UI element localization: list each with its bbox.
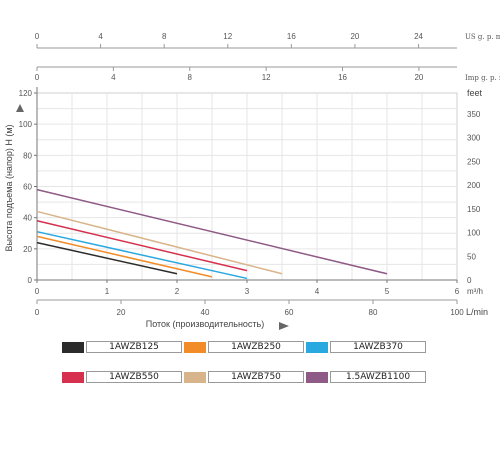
- series-line-1awzb370: [36, 230, 248, 280]
- lpm-tick-label: 20: [117, 308, 126, 317]
- feet-tick-label: 350: [467, 110, 481, 119]
- us-gpm-tick-label: 12: [223, 32, 232, 41]
- x-tick-label: 0: [35, 287, 40, 296]
- imp-gpm-tick-label: 8: [188, 73, 193, 82]
- y-tick-label: 100: [19, 120, 33, 129]
- legend-label: 1AWZB370: [330, 341, 426, 353]
- x-unit-label: m³/h: [467, 287, 483, 296]
- y-tick-label: 120: [19, 89, 33, 98]
- lpm-unit-label: L/min: [466, 307, 488, 317]
- legend-label: 1AWZB550: [86, 371, 182, 383]
- legend-swatch: [306, 342, 328, 353]
- series-line-1awzb750: [36, 210, 283, 275]
- imp-gpm-tick-label: 12: [262, 73, 271, 82]
- x-tick-label: 2: [175, 287, 180, 296]
- imp-gpm-tick-label: 4: [111, 73, 116, 82]
- lpm-tick-label: 40: [201, 308, 210, 317]
- legend-label: 1.5AWZB1100: [330, 371, 426, 383]
- y-tick-label: 0: [28, 276, 33, 285]
- feet-tick-label: 200: [467, 181, 481, 190]
- y-axis-label: Высота подъема (напор) H (м): [4, 124, 14, 251]
- us-gpm-tick-label: 0: [35, 32, 40, 41]
- legend-swatch: [62, 372, 84, 383]
- legend-label: 1AWZB750: [208, 371, 304, 383]
- us-gpm-tick-label: 8: [162, 32, 167, 41]
- y-tick-label: 40: [23, 214, 32, 223]
- imp-gpm-tick-label: 0: [35, 73, 40, 82]
- feet-tick-label: 50: [467, 252, 476, 261]
- y-axis-arrow: [16, 104, 24, 112]
- legend-swatch: [62, 342, 84, 353]
- x-tick-label: 4: [315, 287, 320, 296]
- feet-tick-label: 300: [467, 134, 481, 143]
- us-gpm-tick-label: 20: [350, 32, 359, 41]
- series-line-1awzb125: [36, 241, 178, 275]
- y-tick-label: 80: [23, 151, 32, 160]
- series-line-1.5awzb1100: [36, 188, 388, 275]
- feet-tick-label: 250: [467, 157, 481, 166]
- feet-tick-label: 100: [467, 229, 481, 238]
- us-gpm-tick-label: 16: [287, 32, 296, 41]
- y-tick-label: 60: [23, 183, 32, 192]
- legend-swatch: [306, 372, 328, 383]
- x-tick-label: 5: [385, 287, 390, 296]
- legend-swatch: [184, 372, 206, 383]
- legend-label: 1AWZB250: [208, 341, 304, 353]
- imp-gpm-unit-label: Imp g. p. m: [465, 74, 500, 82]
- x-tick-label: 6: [455, 287, 460, 296]
- lpm-tick-label: 100: [450, 308, 464, 317]
- feet-unit-label: feet: [467, 88, 483, 98]
- x-tick-label: 1: [105, 287, 110, 296]
- feet-tick-label: 0: [467, 276, 472, 285]
- imp-gpm-tick-label: 16: [338, 73, 347, 82]
- x-axis-label: Поток (производительность): [146, 319, 265, 329]
- lpm-tick-label: 0: [35, 308, 40, 317]
- series-line-1awzb250: [36, 235, 213, 278]
- lpm-tick-label: 60: [285, 308, 294, 317]
- x-axis-arrow: [279, 322, 289, 330]
- imp-gpm-tick-label: 20: [414, 73, 423, 82]
- legend-label: 1AWZB125: [86, 341, 182, 353]
- series-line-1awzb550: [36, 220, 248, 272]
- x-tick-label: 3: [245, 287, 250, 296]
- us-gpm-tick-label: 4: [98, 32, 103, 41]
- y-tick-label: 20: [23, 245, 32, 254]
- us-gpm-unit-label: US g. p. m: [465, 33, 500, 41]
- us-gpm-tick-label: 24: [414, 32, 423, 41]
- lpm-tick-label: 80: [369, 308, 378, 317]
- feet-tick-label: 150: [467, 205, 481, 214]
- legend-swatch: [184, 342, 206, 353]
